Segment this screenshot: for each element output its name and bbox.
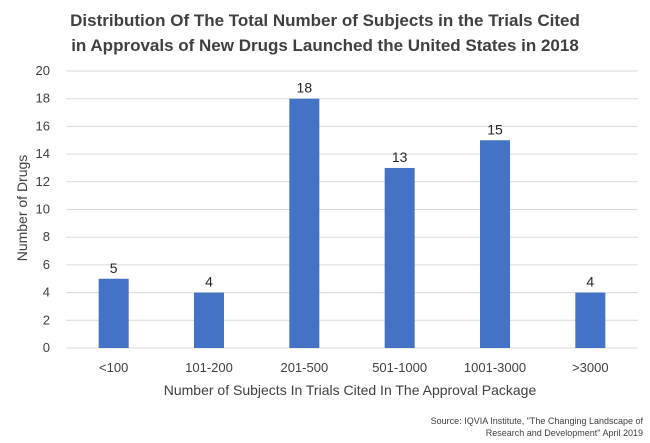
x-tick-label-1: 101-200 bbox=[185, 360, 233, 375]
source-note-line-2: Research and Development" April 2019 bbox=[486, 428, 643, 438]
data-label-4: 15 bbox=[487, 121, 503, 137]
x-tick-label-5: >3000 bbox=[572, 360, 609, 375]
bar-4 bbox=[480, 140, 510, 348]
y-tick-label: 16 bbox=[36, 118, 50, 133]
y-axis-ticks: 0 2 4 6 8 10 12 14 16 18 20 bbox=[36, 63, 50, 355]
x-tick-label-3: 501-1000 bbox=[372, 360, 427, 375]
y-tick-label: 14 bbox=[36, 146, 50, 161]
y-tick-label: 10 bbox=[36, 202, 50, 217]
data-labels: 5 4 18 13 15 4 bbox=[110, 80, 595, 290]
x-axis-label: Number of Subjects In Trials Cited In Th… bbox=[164, 382, 537, 398]
chart-title-line-1: Distribution Of The Total Number of Subj… bbox=[70, 11, 580, 30]
x-axis-ticks: <100 101-200 201-500 501-1000 1001-3000 >3000 bbox=[99, 360, 609, 375]
source-note-line-1: Source: IQVIA Institute, "The Changing L… bbox=[431, 416, 644, 426]
data-label-3: 13 bbox=[392, 149, 408, 165]
y-tick-label: 8 bbox=[43, 229, 50, 244]
y-tick-label: 12 bbox=[36, 174, 50, 189]
y-tick-label: 0 bbox=[43, 340, 50, 355]
bars bbox=[98, 98, 606, 348]
y-tick-label: 4 bbox=[43, 285, 50, 300]
data-label-1: 4 bbox=[205, 274, 213, 290]
chart-title-line-2: in Approvals of New Drugs Launched the U… bbox=[71, 36, 579, 55]
data-label-2: 18 bbox=[297, 80, 313, 96]
x-tick-label-0: <100 bbox=[99, 360, 128, 375]
data-label-0: 5 bbox=[110, 260, 118, 276]
data-label-5: 4 bbox=[586, 274, 594, 290]
y-tick-label: 2 bbox=[43, 312, 50, 327]
x-tick-label-4: 1001-3000 bbox=[464, 360, 526, 375]
bar-2 bbox=[289, 98, 320, 348]
y-tick-label: 18 bbox=[36, 91, 50, 106]
bar-1 bbox=[194, 292, 224, 348]
bar-5 bbox=[575, 292, 606, 348]
gridlines bbox=[66, 70, 638, 349]
bar-0 bbox=[98, 278, 129, 348]
y-tick-label: 6 bbox=[43, 257, 50, 272]
y-axis-label: Number of Drugs bbox=[14, 155, 30, 262]
bar-3 bbox=[384, 167, 415, 348]
y-tick-label: 20 bbox=[36, 63, 50, 78]
x-tick-label-2: 201-500 bbox=[280, 360, 328, 375]
